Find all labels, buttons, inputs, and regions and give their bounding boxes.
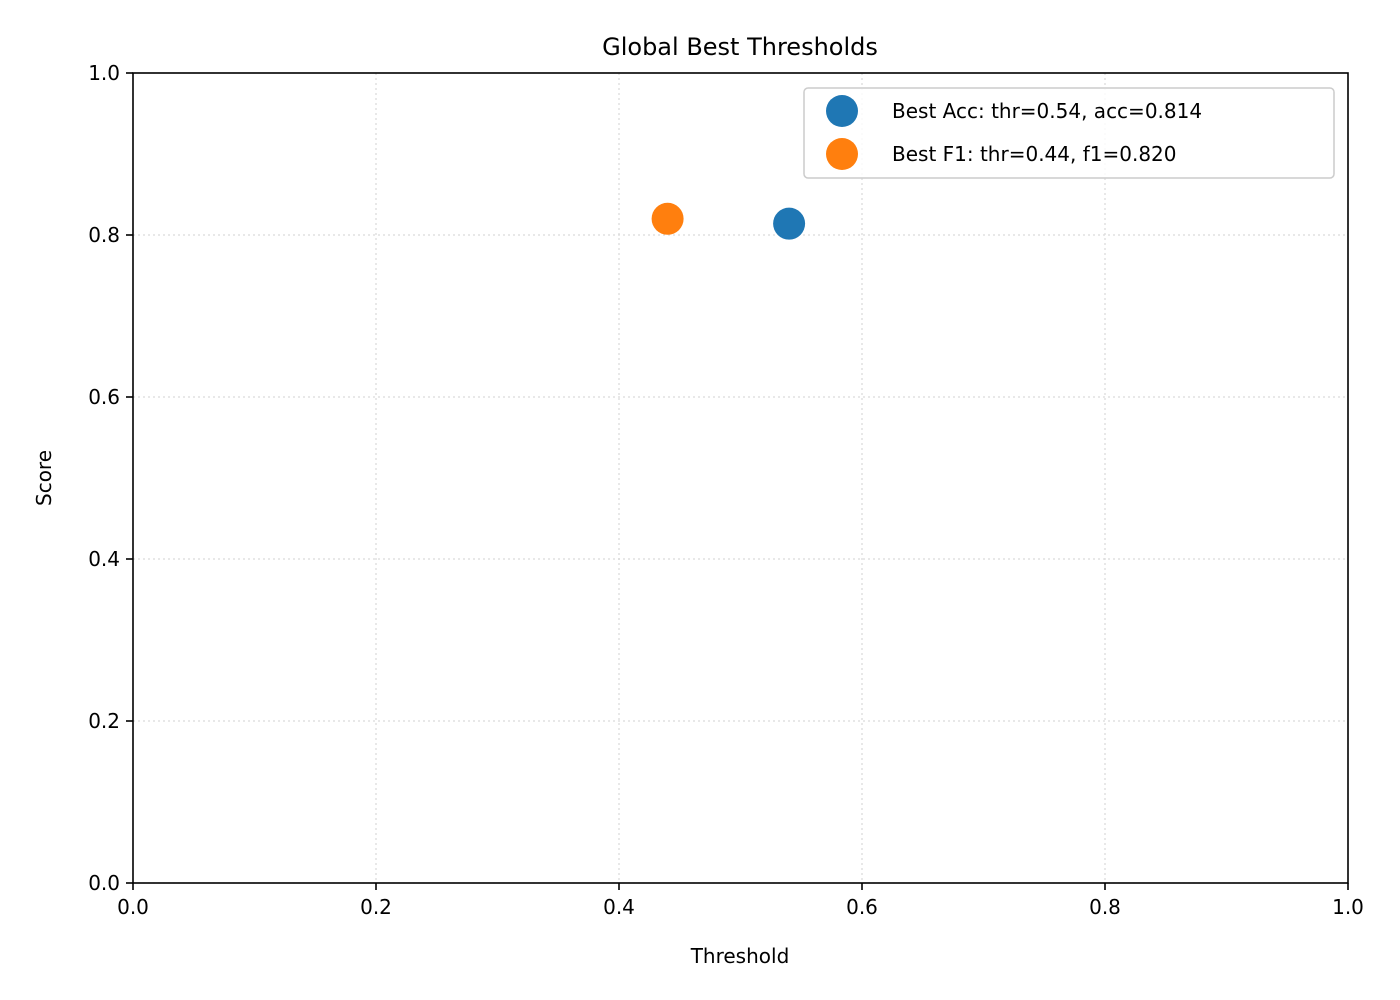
y-tick-label: 0.0 <box>88 871 120 895</box>
y-tick-label: 1.0 <box>88 61 120 85</box>
x-tick-label: 0.0 <box>117 895 149 919</box>
axes: 0.0 0.2 0.4 0.6 0.8 1.0 0.0 0.2 0.4 0.6 0.8 1.0 <box>88 61 1364 919</box>
legend-label-best-f1: Best F1: thr=0.44, f1=0.820 <box>892 142 1177 166</box>
point-best-f1 <box>651 202 684 235</box>
data-points <box>651 202 806 240</box>
x-axis-label: Threshold <box>690 944 790 968</box>
chart-title: Global Best Thresholds <box>602 33 878 61</box>
legend-label-best-acc: Best Acc: thr=0.54, acc=0.814 <box>892 99 1202 123</box>
x-tick-label: 0.4 <box>603 895 635 919</box>
legend: Best Acc: thr=0.54, acc=0.814 Best F1: t… <box>803 87 1335 179</box>
y-tick-label: 0.6 <box>88 385 120 409</box>
legend-box <box>803 87 1335 179</box>
y-tick-label: 0.8 <box>88 223 120 247</box>
legend-marker-best-f1 <box>826 138 858 170</box>
y-tick-label: 0.4 <box>88 547 120 571</box>
x-tick-label: 1.0 <box>1332 895 1364 919</box>
y-axis-label: Score <box>32 450 56 506</box>
plot-frame <box>132 72 1349 884</box>
x-tick-label: 0.2 <box>360 895 392 919</box>
legend-marker-best-acc <box>826 95 858 127</box>
x-tick-label: 0.8 <box>1089 895 1121 919</box>
y-tick-label: 0.2 <box>88 709 120 733</box>
point-best-acc <box>773 207 806 240</box>
x-tick-label: 0.6 <box>846 895 878 919</box>
